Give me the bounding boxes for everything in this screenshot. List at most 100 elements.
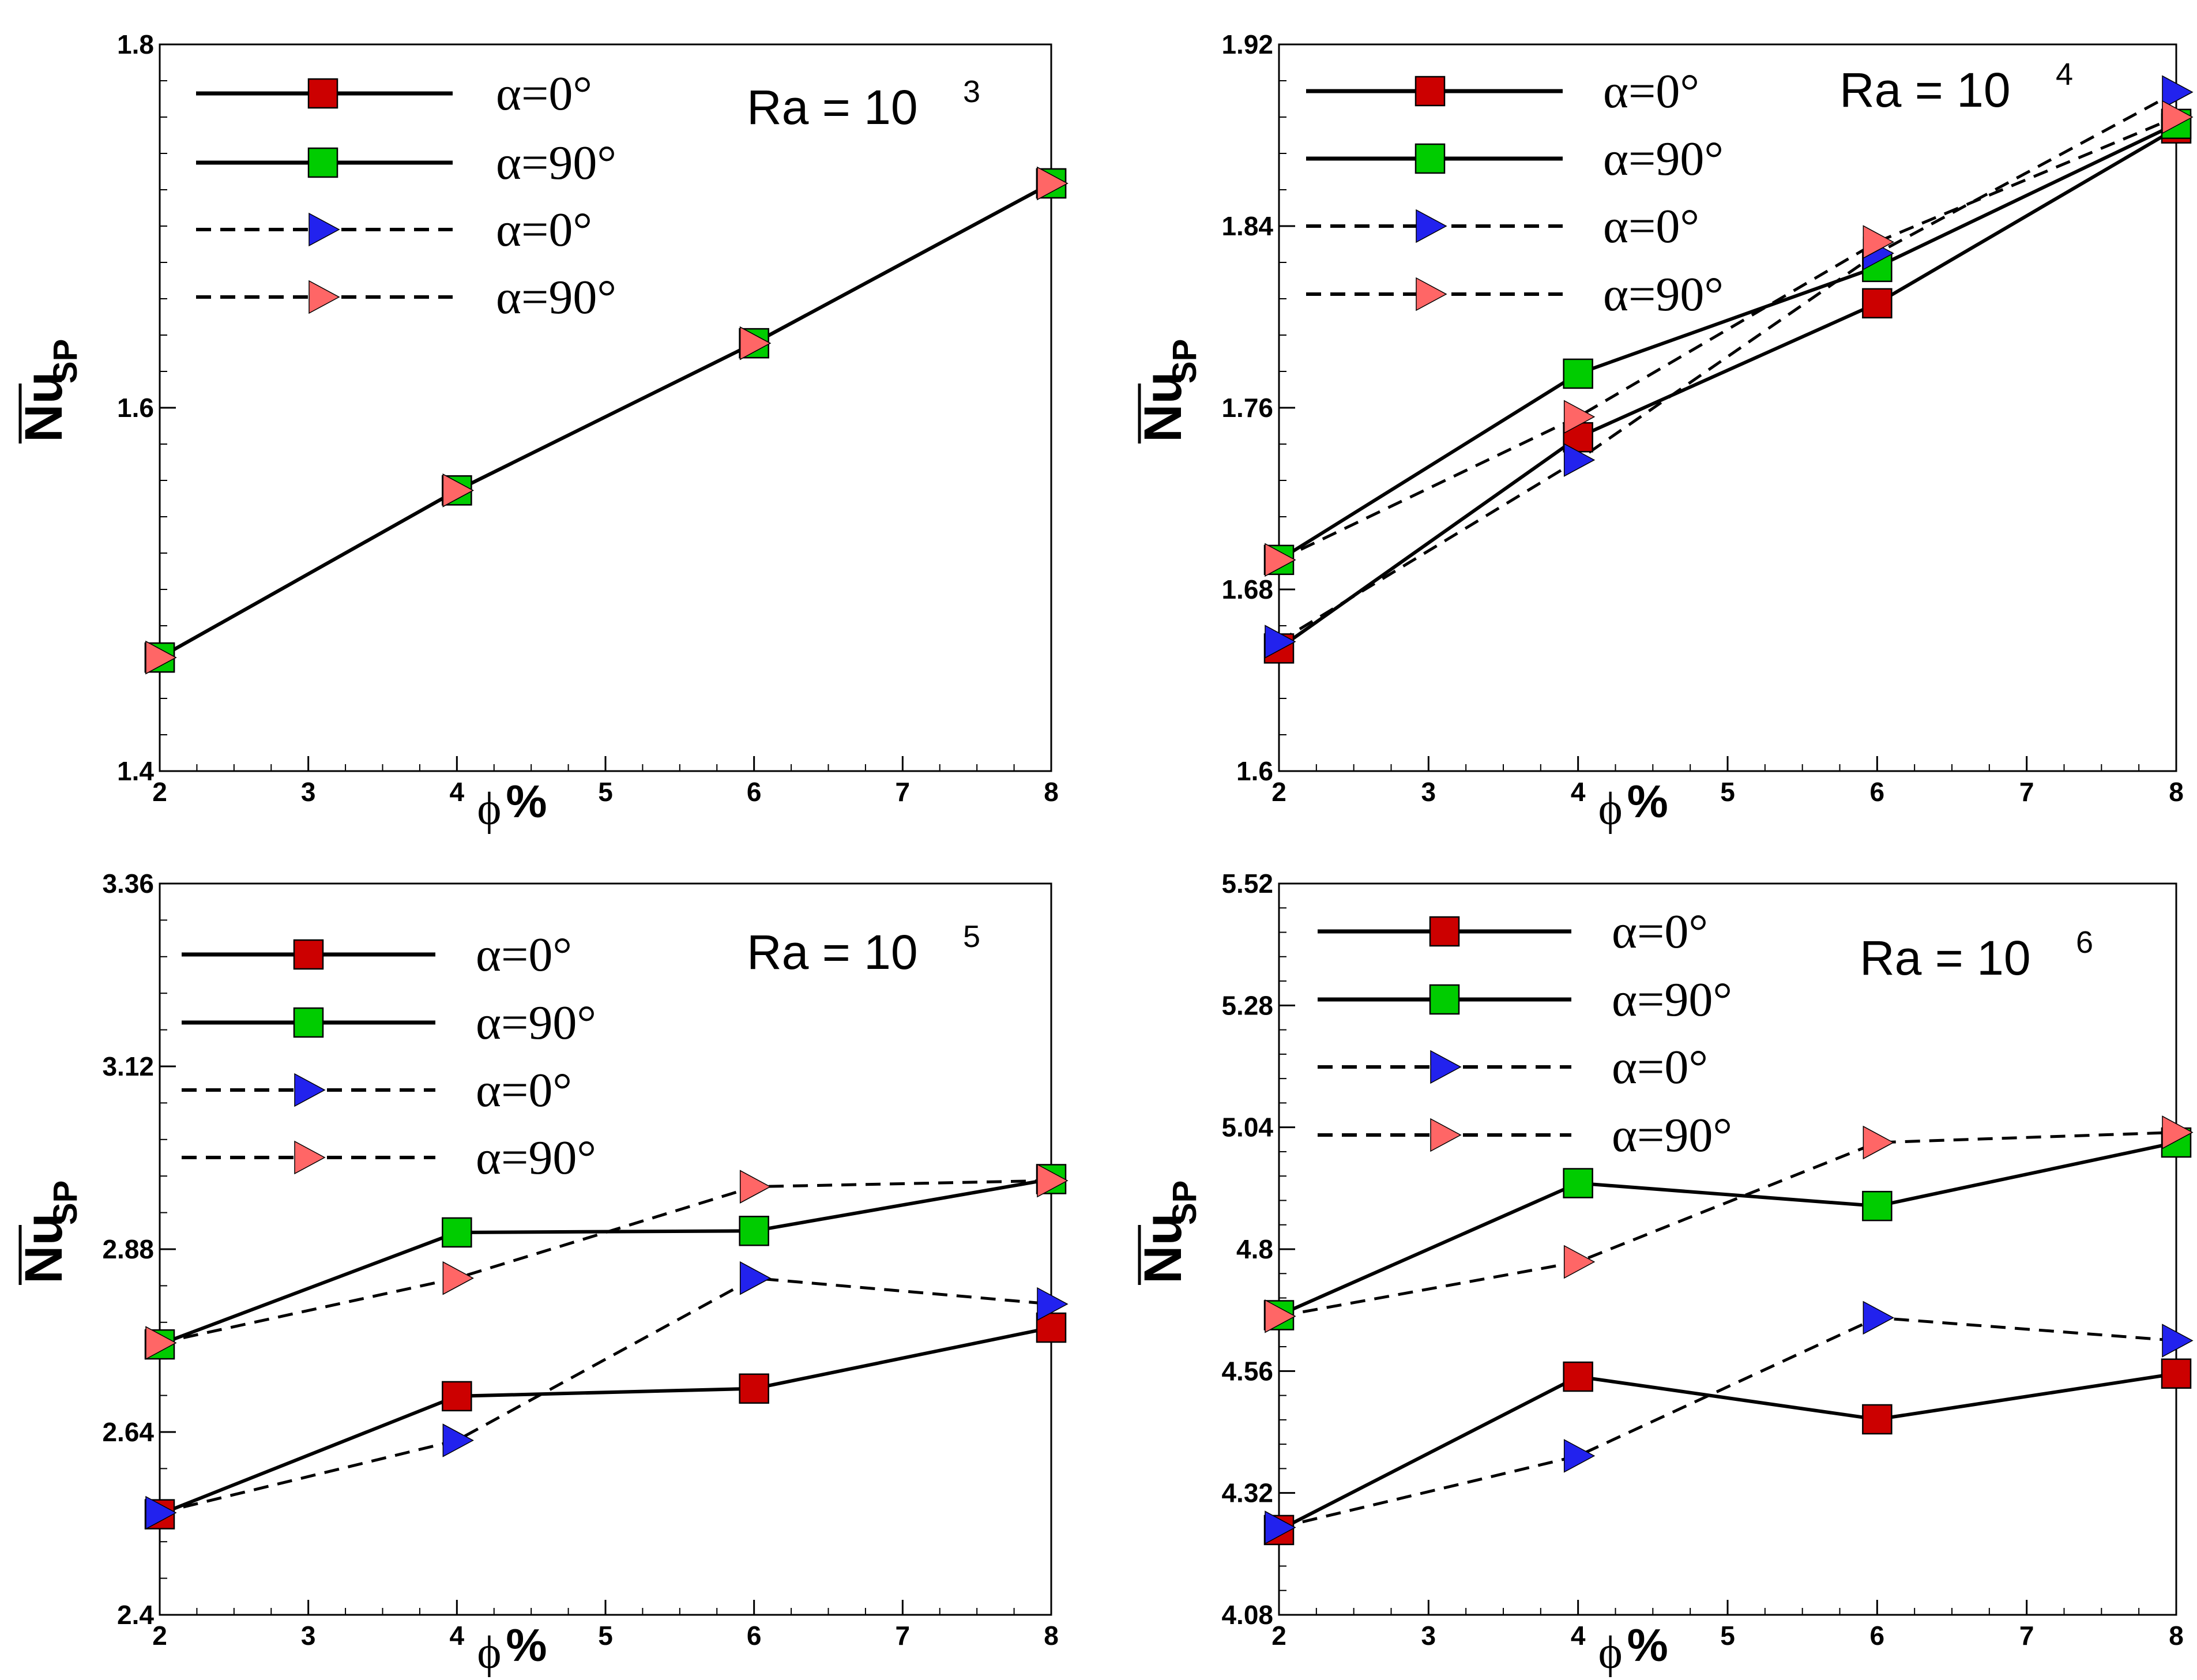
data-point-series-1 [1563,358,1593,389]
x-tick-label: 5 [598,777,613,807]
data-point-series-2 [145,1495,177,1530]
y-tick-label: 1.6 [117,393,154,423]
x-tick-label: 4 [450,777,465,807]
ra-annotation-base: Ra = 10 [747,925,918,979]
x-tick-label: 6 [747,1621,762,1651]
x-tick-label: 5 [1720,777,1735,807]
y-axis-label-sub: SP [1166,339,1203,384]
series-line-1 [159,1177,1052,1346]
x-axis-label-unit: % [1627,776,1668,827]
data-point-series-1 [739,1216,769,1246]
series-line-3 [159,182,1052,659]
y-tick-label: 3.12 [102,1051,154,1081]
series-line-0 [1278,1371,2177,1532]
legend-label: α=0° [1612,905,1708,959]
data-point-series-3 [1037,1163,1069,1198]
data-point-series-3 [145,1326,177,1360]
legend-marker [1430,1118,1462,1152]
data-point-series-3 [739,326,772,360]
legend-marker [309,212,340,247]
x-tick-label: 5 [598,1621,613,1651]
plot-frame [1278,43,2177,772]
y-axis-label-main: Nu [1134,1213,1192,1284]
legend-marker [1414,143,1446,174]
data-point-series-3 [1863,225,1894,259]
ra-annotation: Ra = 10 6 [1860,925,2093,985]
legend-marker [1429,984,1460,1015]
y-tick-label: 4.8 [1236,1234,1273,1264]
panel-ra-6: 2 3 4 5 6 7 8 4.08 4.32 4.56 4.8 5.04 5.28 5.52 ϕ % NuSP… [1134,869,2194,1678]
x-tick-label: 8 [1044,1621,1059,1651]
legend-marker [307,78,338,109]
legend-label: α=0° [1603,200,1699,253]
y-axis-label-main: Nu [1134,371,1192,442]
y-tick-label: 1.84 [1221,211,1273,241]
data-point-series-3 [1265,1299,1296,1333]
x-tick-label: 7 [2019,777,2034,807]
series-line-1 [1278,1141,2177,1317]
series-line-2 [1278,91,2177,643]
legend-label: α=0° [476,928,572,982]
x-tick-label: 4 [1571,1621,1586,1651]
x-tick-label: 2 [1271,777,1286,807]
series-line-2 [1278,1316,2177,1529]
y-axis-label-sub: SP [1166,1181,1203,1225]
ra-annotation-exponent: 4 [2056,57,2073,92]
data-point-series-1 [1862,1190,1893,1222]
y-tick-label: 2.4 [117,1600,154,1630]
data-point-series-1 [442,1217,472,1248]
x-axis-label-unit: % [1627,1619,1668,1671]
data-point-series-3 [1563,1245,1596,1279]
legend-label: α=0° [496,67,592,121]
x-axis-label-unit: % [506,776,547,827]
x-tick-label: 6 [747,777,762,807]
data-point-series-2 [2162,1324,2194,1358]
legend-label: α=0° [476,1063,572,1117]
data-point-series-0 [442,1381,472,1412]
data-point-series-3 [1863,1125,1894,1160]
legend-marker [293,1007,324,1038]
y-axis-label-main: Nu [14,371,73,442]
ra-annotation-base: Ra = 10 [1839,63,2011,117]
y-tick-label: 1.68 [1221,574,1273,604]
x-axis-label-unit: % [506,1619,547,1671]
y-tick-label: 1.6 [1236,756,1273,786]
legend-label: α=0° [496,203,592,257]
legend-marker [307,147,338,178]
legend-label: α=90° [1612,1108,1732,1162]
data-point-series-2 [442,1423,474,1457]
series-line-1 [1278,122,2177,562]
legend-marker [1414,76,1446,107]
data-point-series-0 [1862,1404,1893,1435]
y-tick-label: 1.92 [1221,29,1273,59]
ra-annotation-base: Ra = 10 [747,80,918,134]
data-point-series-3 [1563,400,1596,434]
x-axis-label-symbol: ϕ [477,784,501,835]
y-tick-label: 5.04 [1221,1113,1273,1142]
y-axis-label-sub: SP [47,339,84,384]
series-line-0 [1278,127,2177,650]
legend-marker [293,939,324,970]
x-tick-label: 4 [1571,777,1586,807]
data-point-series-3 [1265,543,1296,577]
x-tick-label: 3 [1421,1621,1436,1651]
plot-frame [159,882,1052,1616]
data-point-series-0 [2161,1358,2192,1389]
x-tick-label: 4 [450,1621,465,1651]
y-tick-label: 1.8 [117,29,154,59]
data-point-series-0 [739,1373,769,1404]
legend: α=0° α=90° α=0° α=90° [1318,905,1732,1162]
x-tick-label: 6 [1870,777,1885,807]
y-tick-label: 2.88 [102,1234,154,1264]
legend-label: α=0° [1612,1040,1708,1094]
data-point-series-0 [1563,1361,1593,1392]
data-point-series-2 [1265,1510,1296,1544]
data-point-series-2 [1037,1287,1069,1321]
data-point-series-3 [442,1261,474,1295]
